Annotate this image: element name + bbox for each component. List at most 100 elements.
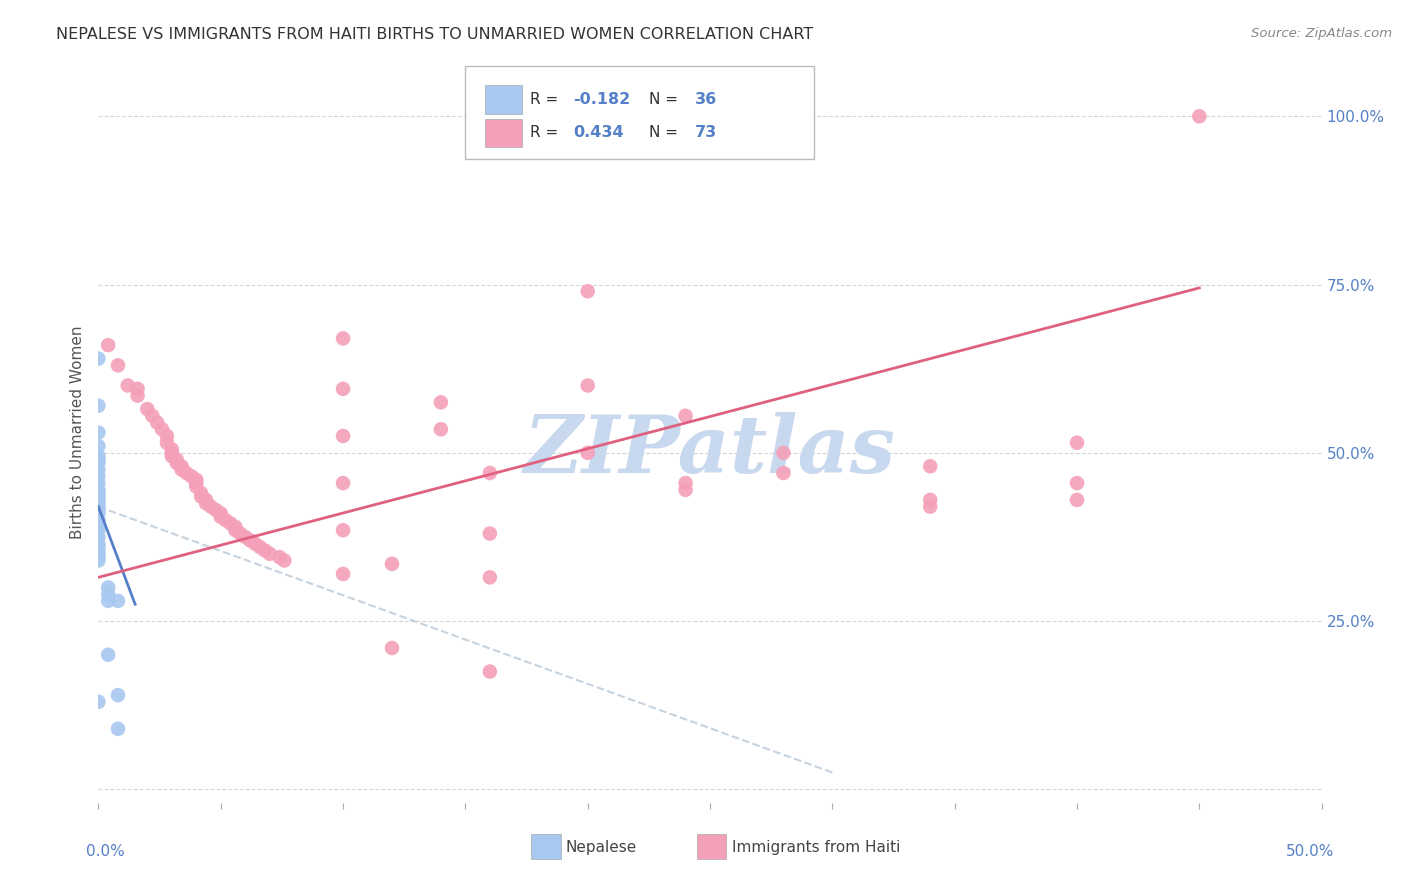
Point xyxy=(87,351,110,366)
Point xyxy=(243,536,266,550)
FancyBboxPatch shape xyxy=(485,86,522,113)
Point xyxy=(97,587,120,601)
Point xyxy=(478,466,501,480)
Point xyxy=(381,557,404,571)
Point xyxy=(87,553,110,567)
Point xyxy=(87,399,110,413)
Point xyxy=(87,496,110,510)
Text: 0.434: 0.434 xyxy=(574,125,624,140)
Point xyxy=(87,500,110,514)
Point xyxy=(576,285,599,299)
Point xyxy=(430,395,453,409)
Point xyxy=(920,500,942,514)
Point xyxy=(117,378,139,392)
Point xyxy=(186,479,208,493)
Point xyxy=(87,536,110,550)
FancyBboxPatch shape xyxy=(696,834,725,859)
Point xyxy=(224,520,246,534)
Point xyxy=(87,695,110,709)
Text: 0.0%: 0.0% xyxy=(86,844,125,858)
Point xyxy=(1066,476,1088,491)
Point xyxy=(87,425,110,440)
Point xyxy=(239,533,262,548)
Point xyxy=(166,452,188,467)
Point xyxy=(332,429,354,443)
Point xyxy=(87,483,110,497)
Point xyxy=(478,526,501,541)
Point xyxy=(127,382,149,396)
Point xyxy=(87,449,110,463)
FancyBboxPatch shape xyxy=(531,834,561,859)
Point xyxy=(920,492,942,507)
Point xyxy=(190,486,212,500)
Point xyxy=(675,476,697,491)
Point xyxy=(97,581,120,595)
Point xyxy=(273,553,295,567)
Text: N =: N = xyxy=(648,92,683,107)
Point xyxy=(87,462,110,476)
Point xyxy=(107,359,129,373)
Point xyxy=(1188,109,1211,123)
Point xyxy=(87,452,110,467)
Point xyxy=(136,402,159,417)
Point xyxy=(332,476,354,491)
Point xyxy=(259,547,281,561)
Text: NEPALESE VS IMMIGRANTS FROM HAITI BIRTHS TO UNMARRIED WOMEN CORRELATION CHART: NEPALESE VS IMMIGRANTS FROM HAITI BIRTHS… xyxy=(56,27,814,42)
Point xyxy=(87,486,110,500)
Point xyxy=(87,516,110,531)
Point xyxy=(87,550,110,565)
Text: ZIPatlas: ZIPatlas xyxy=(524,412,896,490)
Text: Nepalese: Nepalese xyxy=(565,839,637,855)
Point xyxy=(1066,492,1088,507)
Point xyxy=(772,446,794,460)
Point xyxy=(190,490,212,504)
Point xyxy=(107,688,129,702)
Point xyxy=(430,422,453,436)
Y-axis label: Births to Unmarried Women: Births to Unmarried Women xyxy=(69,326,84,540)
Point xyxy=(205,503,228,517)
Point xyxy=(675,409,697,423)
Point xyxy=(478,570,501,584)
FancyBboxPatch shape xyxy=(465,66,814,159)
Point xyxy=(195,496,218,510)
Point xyxy=(170,459,193,474)
Point xyxy=(87,476,110,491)
Point xyxy=(195,492,218,507)
Point xyxy=(87,439,110,453)
Point xyxy=(478,665,501,679)
Point xyxy=(87,490,110,504)
Text: -0.182: -0.182 xyxy=(574,92,630,107)
Point xyxy=(675,483,697,497)
Point xyxy=(97,338,120,352)
Point xyxy=(160,446,183,460)
Text: 50.0%: 50.0% xyxy=(1285,844,1334,858)
Point xyxy=(107,722,129,736)
Point xyxy=(772,466,794,480)
Point xyxy=(146,416,169,430)
Text: Immigrants from Haiti: Immigrants from Haiti xyxy=(733,839,900,855)
Point xyxy=(381,640,404,655)
Point xyxy=(87,530,110,544)
Point xyxy=(166,456,188,470)
Point xyxy=(87,503,110,517)
Point xyxy=(576,378,599,392)
Point xyxy=(97,648,120,662)
Point xyxy=(186,476,208,491)
Point xyxy=(87,547,110,561)
Text: 73: 73 xyxy=(696,125,717,140)
Point xyxy=(209,509,232,524)
Point xyxy=(160,442,183,457)
Point xyxy=(219,516,242,531)
Point xyxy=(233,530,256,544)
Point xyxy=(87,543,110,558)
Point xyxy=(920,459,942,474)
Point xyxy=(229,526,252,541)
Point xyxy=(209,507,232,521)
Point xyxy=(156,429,179,443)
Point xyxy=(87,456,110,470)
Point xyxy=(156,435,179,450)
Point xyxy=(87,513,110,527)
Text: N =: N = xyxy=(648,125,683,140)
Point xyxy=(87,469,110,483)
Point xyxy=(127,389,149,403)
